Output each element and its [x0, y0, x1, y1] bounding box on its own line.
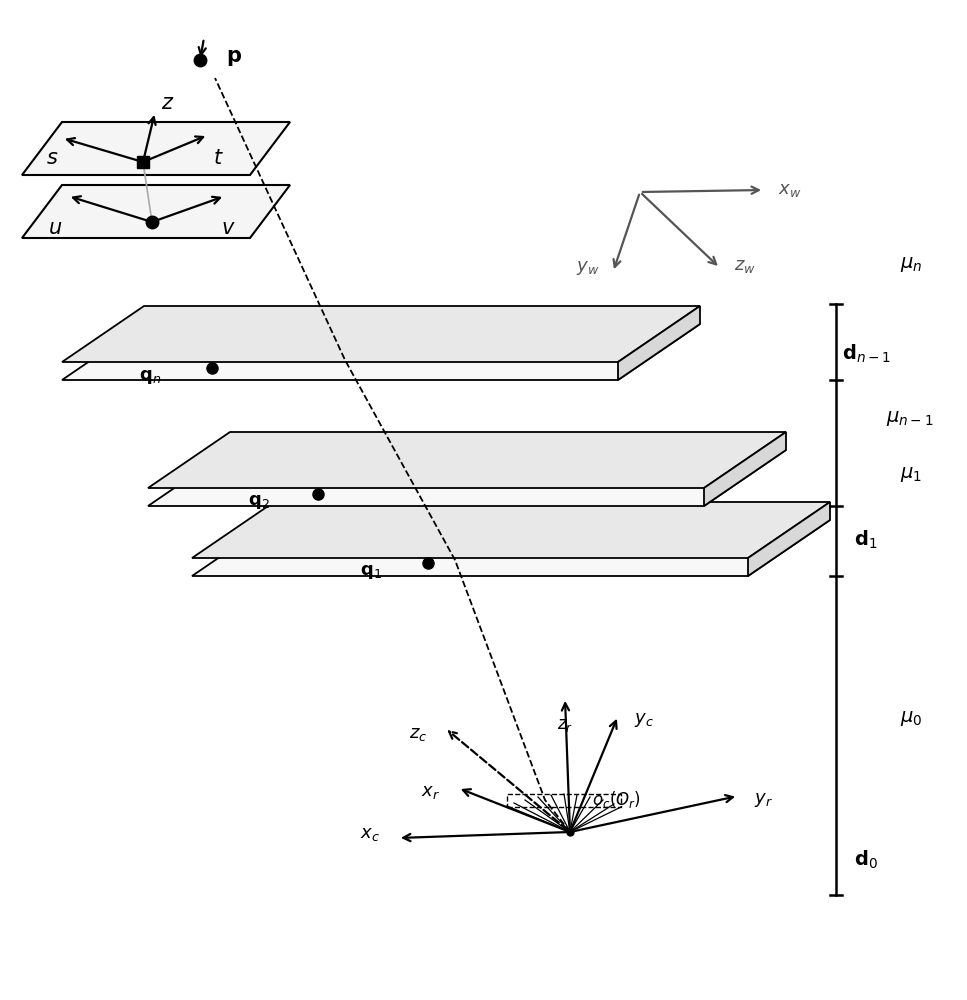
- Polygon shape: [704, 432, 786, 506]
- Polygon shape: [62, 324, 700, 380]
- Polygon shape: [148, 450, 786, 506]
- Text: $\mu_0$: $\mu_0$: [900, 708, 923, 728]
- Polygon shape: [192, 502, 830, 558]
- Text: $\mathbf{p}$: $\mathbf{p}$: [226, 48, 242, 68]
- Text: $t$: $t$: [213, 148, 223, 168]
- Polygon shape: [748, 502, 830, 576]
- Text: $\mathbf{q}_n$: $\mathbf{q}_n$: [139, 368, 161, 386]
- Text: $\mathbf{d}_1$: $\mathbf{d}_1$: [854, 529, 877, 551]
- Text: $z_w$: $z_w$: [734, 257, 756, 275]
- Text: $\mathbf{d}_{n-1}$: $\mathbf{d}_{n-1}$: [842, 343, 891, 365]
- Text: $y_r$: $y_r$: [754, 791, 773, 809]
- Text: $x_w$: $x_w$: [778, 181, 802, 199]
- Text: $z_r$: $z_r$: [557, 716, 573, 734]
- Polygon shape: [62, 306, 700, 362]
- Text: $y_w$: $y_w$: [575, 259, 599, 277]
- Text: $s$: $s$: [45, 148, 58, 168]
- Polygon shape: [22, 185, 290, 238]
- Text: $z$: $z$: [161, 93, 175, 113]
- Polygon shape: [618, 306, 700, 380]
- Text: $\mathbf{d}_0$: $\mathbf{d}_0$: [854, 849, 878, 871]
- Text: $v$: $v$: [220, 218, 235, 238]
- Text: $o_c(O_r)$: $o_c(O_r)$: [592, 789, 641, 810]
- Text: $x_c$: $x_c$: [360, 825, 380, 843]
- Text: $\mu_{n-1}$: $\mu_{n-1}$: [886, 408, 933, 428]
- Text: $y_c$: $y_c$: [634, 711, 654, 729]
- Text: $\mu_n$: $\mu_n$: [900, 254, 923, 273]
- Polygon shape: [148, 432, 786, 488]
- Text: $x_r$: $x_r$: [421, 783, 440, 801]
- Text: $\mathbf{q}_1$: $\mathbf{q}_1$: [360, 563, 382, 581]
- Text: $\mu_1$: $\mu_1$: [900, 464, 923, 484]
- Text: $z_c$: $z_c$: [409, 725, 427, 743]
- Text: $\mathbf{q}_2$: $\mathbf{q}_2$: [249, 493, 270, 511]
- Text: $u$: $u$: [47, 218, 62, 238]
- Polygon shape: [22, 122, 290, 175]
- Polygon shape: [192, 520, 830, 576]
